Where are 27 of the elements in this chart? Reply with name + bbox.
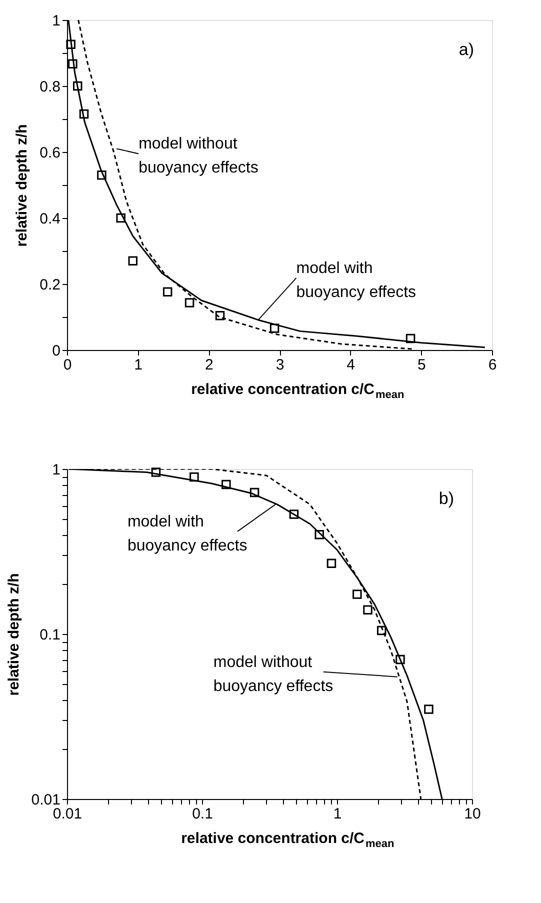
y-tick-label: 0.4 [40, 210, 60, 228]
y-tick-label: 0.6 [40, 144, 60, 162]
y-axis-title: relative depth z/h [14, 124, 31, 247]
x-tick-label: 0.1 [192, 806, 213, 822]
y-axis-title: relative depth z/h [5, 573, 22, 696]
annotation: model without buoyancy effects [213, 654, 334, 695]
y-tick-label: 1 [52, 462, 60, 478]
annotation: a) [458, 40, 474, 59]
y-tick-label: 0.2 [40, 276, 60, 294]
x-tick-label: 0 [63, 356, 72, 374]
annotation: model without buoyancy effects [138, 136, 258, 177]
annotation: model with buoyancy effects [296, 260, 416, 301]
annotation: model with buoyancy effects [127, 513, 248, 554]
y-tick-label: 0 [52, 342, 60, 360]
x-tick-label: 4 [346, 356, 356, 374]
y-tick-label: 0.1 [40, 626, 60, 644]
x-tick-label: 1 [333, 806, 342, 822]
x-tick-label: 3 [276, 356, 284, 374]
x-tick-label: 5 [417, 356, 426, 374]
y-tick-label: 1 [52, 12, 60, 30]
annotation: b) [438, 489, 454, 508]
y-tick-label: 0.8 [40, 78, 60, 96]
x-tick-label: 10 [464, 806, 481, 822]
x-tick-label: 6 [488, 356, 497, 374]
y-tick-label: 0.01 [31, 792, 60, 808]
x-tick-label: 1 [134, 356, 143, 374]
x-tick-label: 2 [204, 356, 214, 374]
